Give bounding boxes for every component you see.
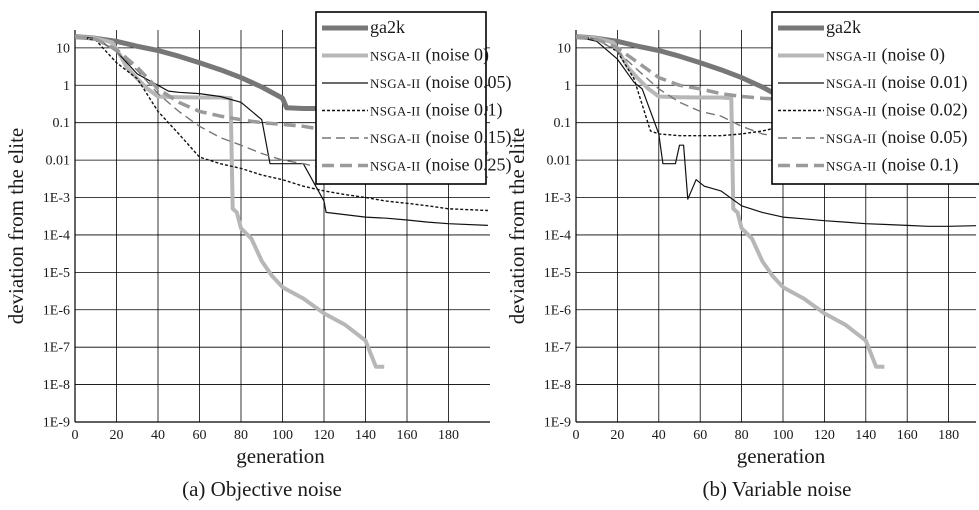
legend-label: NSGA-II (noise 0.1) <box>370 100 502 121</box>
x-axis-title: generation <box>737 444 826 468</box>
legend-label-condition: (noise 0.1) <box>425 100 502 121</box>
legend-label: NSGA-II (noise 0.05) <box>826 127 967 148</box>
series-line-1 <box>75 34 385 369</box>
x-tick-label: 20 <box>110 428 124 443</box>
legend-label-main: NSGA-II <box>826 131 876 146</box>
x-tick-label: 160 <box>897 428 918 443</box>
y-tick-label: 1E-4 <box>43 228 70 243</box>
x-tick-label: 100 <box>272 428 293 443</box>
y-tick-label: 1E-3 <box>544 191 571 206</box>
legend-label: NSGA-II (noise 0) <box>826 45 945 66</box>
legend-label-condition: (noise 0.1) <box>881 155 958 176</box>
legend-label-main: NSGA-II <box>370 131 420 146</box>
y-tick-label: 0.1 <box>554 116 572 131</box>
y-tick-label: 1 <box>564 79 571 94</box>
x-tick-label: 140 <box>355 428 376 443</box>
legend-label-condition: (noise 0.02) <box>881 100 967 121</box>
legend-label-main: NSGA-II <box>370 159 420 174</box>
series-line-3 <box>75 35 488 212</box>
series-line-5 <box>75 34 489 156</box>
chart-panel-0: 0 20 40 60 80 100 120 140 160 180 10 1 0.1 0.01 1E-3 1E… <box>4 11 511 501</box>
y-tick-label: 0.01 <box>547 154 572 169</box>
chart-panel-1: 0 20 40 60 80 100 120 140 160 180 10 1 0.1 0.01 1E-3 1E… <box>505 11 979 501</box>
y-tick-label: 1E-7 <box>43 341 70 356</box>
legend-label: NSGA-II (noise 0.15) <box>370 127 511 148</box>
x-tick-label: 40 <box>652 428 666 443</box>
y-axis-title: deviation from the elite <box>4 128 28 325</box>
legend-label-main: NSGA-II <box>826 104 876 119</box>
panel-caption: (a) Objective noise <box>182 477 342 501</box>
series-line-1 <box>576 34 885 369</box>
y-tick-label: 0.1 <box>53 116 71 131</box>
x-tick-label: 120 <box>814 428 835 443</box>
panel-caption: (b) Variable noise <box>703 477 852 501</box>
x-tick-label: 60 <box>693 428 707 443</box>
x-tick-label: 80 <box>735 428 749 443</box>
x-tick-label: 20 <box>610 428 624 443</box>
legend-label: ga2k <box>826 17 861 37</box>
legend-box <box>771 11 979 185</box>
legend-label: NSGA-II (noise 0.01) <box>826 72 967 93</box>
x-tick-label: 180 <box>938 428 959 443</box>
y-tick-label: 1 <box>63 79 70 94</box>
y-tick-label: 10 <box>557 41 571 56</box>
legend-label-condition: (noise 0.05) <box>425 72 511 93</box>
legend-label-condition: (noise 0.01) <box>881 72 967 93</box>
legend-label-main: NSGA-II <box>826 49 876 64</box>
series-line-2 <box>576 36 976 227</box>
y-tick-label: 1E-6 <box>43 303 70 318</box>
y-tick-label: 1E-9 <box>544 416 571 431</box>
legend-label: NSGA-II (noise 0.05) <box>370 72 511 93</box>
legend-label-condition: (noise 0.15) <box>425 127 511 148</box>
y-tick-label: 1E-5 <box>43 266 70 281</box>
y-tick-label: 0.01 <box>46 154 71 169</box>
x-tick-label: 0 <box>573 428 580 443</box>
legend-label: ga2k <box>370 17 405 37</box>
legend-label-main: NSGA-II <box>826 159 876 174</box>
legend-label: NSGA-II (noise 0) <box>370 45 489 66</box>
legend-label-main: NSGA-II <box>826 76 876 91</box>
x-tick-label: 120 <box>314 428 335 443</box>
y-tick-label: 1E-3 <box>43 191 70 206</box>
y-tick-label: 10 <box>56 41 70 56</box>
x-tick-label: 140 <box>855 428 876 443</box>
y-tick-label: 1E-9 <box>43 416 70 431</box>
x-tick-label: 40 <box>151 428 165 443</box>
legend-label-main: ga2k <box>826 17 861 37</box>
y-tick-label: 1E-8 <box>544 378 571 393</box>
legend-label-condition: (noise 0.05) <box>881 127 967 148</box>
legend-label-condition: (noise 0.25) <box>425 155 511 176</box>
y-tick-label: 1E-6 <box>544 303 571 318</box>
legend-label-condition: (noise 0) <box>881 45 944 66</box>
legend-label: NSGA-II (noise 0.25) <box>370 155 511 176</box>
legend-box <box>315 11 487 185</box>
x-axis-title: generation <box>236 444 325 468</box>
legend-label-main: NSGA-II <box>370 76 420 91</box>
x-tick-label: 0 <box>72 428 79 443</box>
legend-label-main: ga2k <box>370 17 405 37</box>
y-axis-title: deviation from the elite <box>505 128 529 325</box>
legend-label: NSGA-II (noise 0.1) <box>826 155 958 176</box>
y-tick-label: 1E-8 <box>43 378 70 393</box>
legend-label-main: NSGA-II <box>370 49 420 64</box>
x-tick-label: 80 <box>234 428 248 443</box>
y-tick-label: 1E-7 <box>544 341 571 356</box>
legend-label: NSGA-II (noise 0.02) <box>826 100 967 121</box>
y-tick-label: 1E-5 <box>544 266 571 281</box>
x-tick-label: 100 <box>773 428 794 443</box>
legend-label-main: NSGA-II <box>370 104 420 119</box>
legend-label-condition: (noise 0) <box>425 45 488 66</box>
y-tick-label: 1E-4 <box>544 228 571 243</box>
x-tick-label: 180 <box>438 428 459 443</box>
x-tick-label: 160 <box>397 428 418 443</box>
x-tick-label: 60 <box>193 428 207 443</box>
